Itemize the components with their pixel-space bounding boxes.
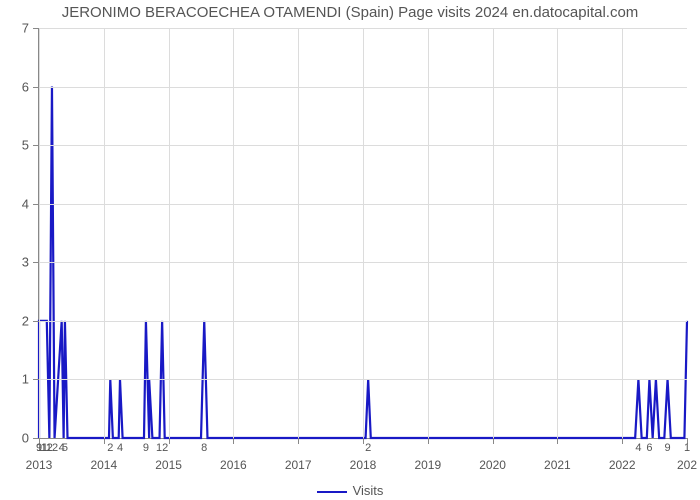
x-sub-label: 2 [365, 438, 371, 454]
chart-title: JERONIMO BERACOECHEA OTAMENDI (Spain) Pa… [0, 4, 700, 21]
x-year-label: 2016 [220, 438, 247, 472]
y-tick-label: 1 [22, 372, 39, 387]
x-sub-label: 4 [117, 438, 123, 454]
x-sub-label: 12 [46, 438, 58, 454]
gridline-vertical [557, 28, 558, 438]
x-year-label: 2022 [609, 438, 636, 472]
legend: Visits [0, 483, 700, 498]
y-tick-label: 4 [22, 196, 39, 211]
x-sub-label: 9 [664, 438, 670, 454]
y-tick-label: 6 [22, 79, 39, 94]
y-tick-label: 2 [22, 313, 39, 328]
x-sub-label: 2 [107, 438, 113, 454]
x-year-label: 2017 [285, 438, 312, 472]
legend-swatch [317, 491, 347, 493]
gridline-vertical [493, 28, 494, 438]
gridline-vertical [233, 28, 234, 438]
x-year-label: 2021 [544, 438, 571, 472]
x-sub-label: 6 [646, 438, 652, 454]
y-tick-label: 7 [22, 21, 39, 36]
x-year-label: 2020 [479, 438, 506, 472]
chart-container: JERONIMO BERACOECHEA OTAMENDI (Spain) Pa… [0, 0, 700, 500]
gridline-vertical [39, 28, 40, 438]
y-tick-label: 3 [22, 255, 39, 270]
gridline-vertical [363, 28, 364, 438]
x-sub-label: 5 [62, 438, 68, 454]
plot-area: 0123456720132014201520162017201820192020… [38, 28, 687, 439]
gridline-vertical [169, 28, 170, 438]
x-year-label: 2018 [350, 438, 377, 472]
x-sub-label: 8 [201, 438, 207, 454]
gridline-vertical [428, 28, 429, 438]
x-sub-label: 9 [143, 438, 149, 454]
gridline-vertical [622, 28, 623, 438]
y-tick-label: 5 [22, 138, 39, 153]
legend-label: Visits [353, 483, 384, 498]
x-sub-label: 12 [156, 438, 168, 454]
x-sub-label: 1 [684, 438, 690, 454]
x-sub-label: 4 [635, 438, 641, 454]
x-year-label: 2019 [414, 438, 441, 472]
gridline-vertical [298, 28, 299, 438]
gridline-vertical [104, 28, 105, 438]
